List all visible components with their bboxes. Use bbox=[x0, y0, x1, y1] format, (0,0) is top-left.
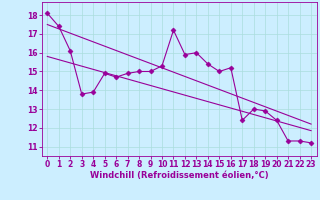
X-axis label: Windchill (Refroidissement éolien,°C): Windchill (Refroidissement éolien,°C) bbox=[90, 171, 268, 180]
